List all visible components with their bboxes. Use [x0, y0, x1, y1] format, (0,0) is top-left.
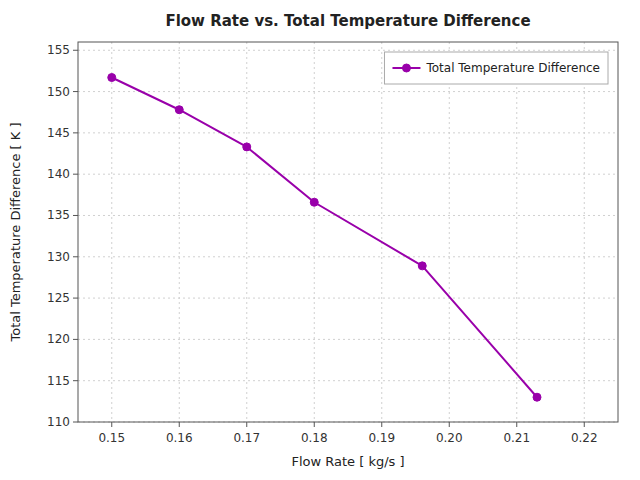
legend: Total Temperature Difference — [384, 52, 608, 84]
tick — [111, 422, 112, 427]
grid-line — [449, 42, 450, 422]
tick-label: 110 — [47, 415, 70, 429]
tick — [246, 422, 247, 427]
tick-label: 0.16 — [166, 431, 193, 445]
grid-line — [179, 42, 180, 422]
tick-label: 0.21 — [503, 431, 530, 445]
tick — [449, 422, 450, 427]
tick-label: 145 — [47, 126, 70, 140]
tick — [584, 422, 585, 427]
tick — [381, 422, 382, 427]
tick — [73, 91, 78, 92]
grid-line — [78, 215, 618, 216]
tick — [73, 132, 78, 133]
tick-label: 0.22 — [571, 431, 598, 445]
tick — [73, 339, 78, 340]
grid-line — [78, 132, 618, 133]
tick-label: 155 — [47, 43, 70, 57]
grid-line — [516, 42, 517, 422]
y-axis-label: Total Temperature Difference [ K ] — [8, 122, 23, 342]
grid-line — [78, 91, 618, 92]
tick — [73, 422, 78, 423]
tick-label: 130 — [47, 250, 70, 264]
tick-label: 0.20 — [436, 431, 463, 445]
tick — [73, 298, 78, 299]
grid-line — [78, 174, 618, 175]
plot-area — [78, 42, 618, 422]
line — [112, 78, 537, 398]
plot-frame — [78, 42, 618, 422]
tick-label: 0.15 — [98, 431, 125, 445]
tick — [516, 422, 517, 427]
grid-line — [78, 256, 618, 257]
axes: 0.15 0.16 0.17 0.18 0.19 0.20 0.21 0.22 110 115 12… — [47, 42, 618, 445]
tick-label: 0.19 — [368, 431, 395, 445]
tick-label: 135 — [47, 208, 70, 222]
title: Flow Rate vs. Total Temperature Differen… — [165, 12, 530, 30]
tick — [73, 380, 78, 381]
tick-label: 150 — [47, 85, 70, 99]
x-axis-label: Flow Rate [ kg/s ] — [291, 454, 404, 469]
data — [108, 74, 541, 402]
point — [533, 393, 541, 401]
grid-line — [246, 42, 247, 422]
tick — [73, 215, 78, 216]
tick — [73, 174, 78, 175]
chart: 0.15 0.16 0.17 0.18 0.19 0.20 0.21 0.22 110 115 12… — [0, 0, 640, 480]
grid-line — [584, 42, 585, 422]
tick — [314, 422, 315, 427]
grid-line — [381, 42, 382, 422]
tick-label: 125 — [47, 291, 70, 305]
tick-label: 140 — [47, 167, 70, 181]
point — [418, 262, 426, 270]
point — [243, 143, 251, 151]
grid-line — [78, 298, 618, 299]
tick — [73, 256, 78, 257]
grid-line — [314, 42, 315, 422]
tick — [179, 422, 180, 427]
legend-box — [384, 52, 608, 84]
grid — [78, 42, 618, 422]
tick-label: 0.18 — [301, 431, 328, 445]
grid-line — [78, 50, 618, 51]
tick — [73, 50, 78, 51]
legend-label: Total Temperature Difference — [425, 61, 600, 75]
grid-line — [111, 42, 112, 422]
grid-line — [78, 380, 618, 381]
grid-line — [78, 339, 618, 340]
tick-label: 115 — [47, 374, 70, 388]
tick-label: 120 — [47, 332, 70, 346]
point — [310, 198, 318, 206]
legend-marker — [402, 64, 410, 72]
tick-label: 0.17 — [233, 431, 260, 445]
point — [175, 106, 183, 114]
point — [108, 74, 116, 82]
